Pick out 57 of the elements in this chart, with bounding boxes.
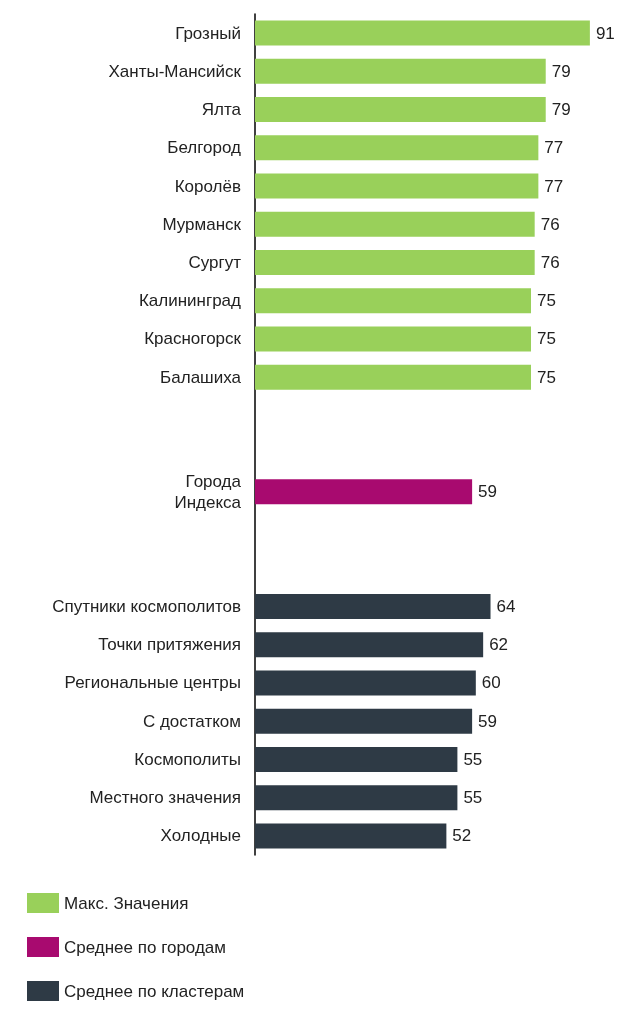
y-tick-label: Королёв xyxy=(174,176,241,196)
y-tick-label: Холодные xyxy=(160,826,241,846)
data-label: 62 xyxy=(489,635,509,655)
y-tick-label: Города Индекса xyxy=(174,471,242,512)
y-tick-label: Региональные центры xyxy=(64,673,241,693)
y-tick-label: Мурманск xyxy=(162,214,242,234)
bar xyxy=(255,823,447,849)
bar xyxy=(255,20,590,46)
bar xyxy=(255,249,535,275)
data-label: 79 xyxy=(551,61,571,81)
data-label: 79 xyxy=(551,100,571,120)
y-tick-label: Грозный xyxy=(175,23,241,43)
y-tick-label: Ялта xyxy=(201,100,242,120)
y-tick-label: Точки притяжения xyxy=(98,635,241,655)
bar xyxy=(255,479,473,505)
bar xyxy=(255,594,491,620)
bar xyxy=(255,708,473,734)
bar xyxy=(255,173,539,199)
data-label: 64 xyxy=(496,597,516,617)
bar xyxy=(255,364,531,390)
bar xyxy=(255,135,539,161)
y-tick-label: Местного значения xyxy=(89,788,241,808)
y-tick-label: Калининград xyxy=(138,291,242,311)
y-tick-label: Белгород xyxy=(167,138,242,158)
bar xyxy=(255,326,531,352)
bar xyxy=(255,288,531,314)
data-label: 59 xyxy=(478,482,498,502)
data-label: 59 xyxy=(478,711,498,731)
data-label: 75 xyxy=(537,367,556,387)
data-label: 55 xyxy=(463,788,483,808)
data-label: 91 xyxy=(595,23,615,43)
bar xyxy=(255,632,484,658)
y-tick-label: С достатком xyxy=(142,711,241,731)
legend-label: Среднее по городам xyxy=(64,937,227,957)
legend-label: Макс. Значения xyxy=(64,893,189,913)
data-label: 55 xyxy=(463,749,483,769)
data-label: 76 xyxy=(540,214,560,234)
bar xyxy=(255,58,546,84)
data-label: 77 xyxy=(544,176,564,196)
data-label: 77 xyxy=(544,138,564,158)
y-tick-label: Ханты-Мансийск xyxy=(108,61,242,81)
data-label: 75 xyxy=(537,291,556,311)
y-tick-label: Космополиты xyxy=(134,749,241,769)
bar xyxy=(255,211,535,237)
y-tick-label: Сургут xyxy=(188,252,242,272)
data-label: 76 xyxy=(540,252,560,272)
legend-label: Среднее по кластерам xyxy=(64,981,245,1001)
bar xyxy=(255,97,546,123)
y-tick-label: Спутники космополитов xyxy=(52,597,241,617)
data-label: 75 xyxy=(537,329,556,349)
y-tick-label: Балашиха xyxy=(160,367,242,387)
data-label: 52 xyxy=(452,826,472,846)
y-tick-label: Красногорск xyxy=(144,329,242,349)
bar xyxy=(255,746,458,772)
bar xyxy=(255,670,476,696)
bar xyxy=(255,785,458,811)
data-label: 60 xyxy=(481,673,501,693)
